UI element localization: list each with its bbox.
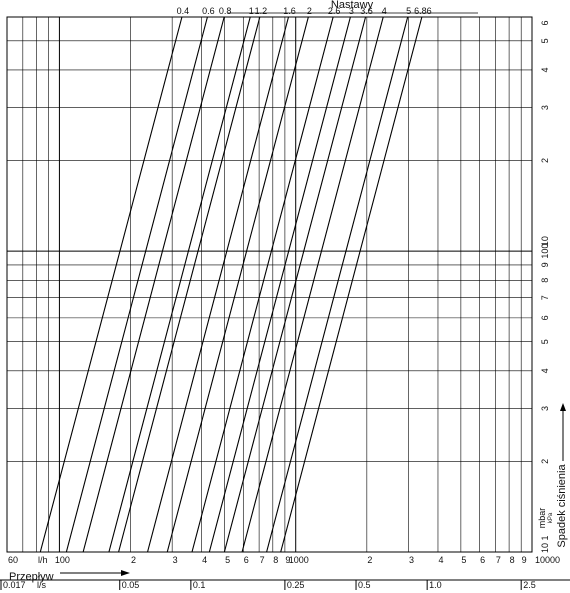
x-tick-label: 8 [510, 555, 515, 565]
series-line [280, 16, 423, 553]
series-label: 1.6 [283, 6, 296, 16]
series-label: 3.6 [360, 6, 373, 16]
series-line [266, 16, 409, 553]
y-tick-label: 10 [540, 543, 550, 553]
y-tick-label: 7 [540, 295, 550, 300]
x-tick-label: 3 [409, 555, 414, 565]
series-line [118, 16, 261, 553]
y-tick-label: 6 [540, 20, 550, 25]
y-tick-label: 3 [540, 105, 550, 110]
x-secondary-tick-label: 0.5 [358, 580, 371, 590]
y-tick-label-secondary: 1 [540, 535, 550, 540]
series-label: 0.8 [219, 6, 232, 16]
series-label: 1 [249, 6, 254, 16]
y-tick-label: 5 [540, 339, 550, 344]
x-tick-label: 60 [8, 555, 18, 565]
x-tick-label: 100 [55, 555, 70, 565]
y-tick-label: 4 [540, 368, 550, 373]
y-tick-label: 2 [540, 158, 550, 163]
series-line [191, 16, 334, 553]
x-secondary-tick-label: 0.05 [122, 580, 140, 590]
series-line [39, 16, 183, 553]
x-tick-label: 9 [522, 555, 527, 565]
series-label: 1.2 [255, 6, 268, 16]
x-secondary-tick-label: 0.017 [3, 580, 26, 590]
y-tick-label: 5 [540, 38, 550, 43]
x-tick-label: 5 [225, 555, 230, 565]
y-axis-arrow [560, 403, 566, 461]
y-axis-secondary-unit: kPa [548, 512, 554, 523]
series-line [208, 16, 351, 553]
x-axis-arrow [60, 570, 130, 576]
x-tick-label: 10000 [535, 555, 560, 565]
series-line [166, 16, 309, 553]
y-tick-label: 2 [540, 459, 550, 464]
y-tick-label: 4 [540, 67, 550, 72]
x-tick-label: 1000 [289, 555, 309, 565]
series-label: 0.4 [177, 6, 190, 16]
series-line [108, 16, 251, 553]
series-label: 2.6 [328, 6, 341, 16]
x-tick-label: 2 [367, 555, 372, 565]
x-tick-label: 5 [461, 555, 466, 565]
series-label: 0.6 [202, 6, 215, 16]
grid [0, 12, 570, 590]
y-axis-unit: mbar [537, 508, 547, 529]
series-line [65, 16, 208, 553]
x-tick-label: 2 [131, 555, 136, 565]
series-label: 5 [406, 6, 411, 16]
series-label: 2 [307, 6, 312, 16]
x-secondary-tick-label: 0.25 [287, 580, 305, 590]
x-tick-label: 4 [438, 555, 443, 565]
y-tick-label: 3 [540, 406, 550, 411]
x-tick-label: 6 [244, 555, 249, 565]
y-tick-label: 8 [540, 278, 550, 283]
series-line [241, 16, 384, 553]
y-tick-label: 6 [540, 315, 550, 320]
x-tick-label: 4 [202, 555, 207, 565]
x-secondary-tick-label: 0.1 [193, 580, 206, 590]
x-axis-unit: l/h [38, 555, 48, 565]
y-tick-label: 9 [540, 262, 550, 267]
y-axis-title: Spadek ciśnienia [556, 464, 568, 548]
x-tick-label: 9 [285, 555, 290, 565]
chart-title: Nastawy [331, 0, 374, 11]
x-secondary-tick-label: 1.0 [429, 580, 442, 590]
curve-group [39, 16, 423, 553]
x-secondary-tick-label: 2.5 [523, 580, 536, 590]
x-tick-label: 7 [496, 555, 501, 565]
x-tick-label: 7 [260, 555, 265, 565]
x-tick-label: 6 [480, 555, 485, 565]
y-tick-label: 100 [540, 244, 550, 259]
plot-frame [6, 16, 533, 553]
y-tick-label-secondary: 10 [540, 236, 550, 246]
series-label: 6.86 [414, 6, 432, 16]
x-tick-label: 8 [273, 555, 278, 565]
series-label: 4 [382, 6, 387, 16]
series-line [147, 16, 290, 553]
series-label: 3 [349, 6, 354, 16]
x-axis-title: Przepływ [9, 571, 54, 583]
series-line [223, 16, 367, 553]
series-line [82, 16, 225, 553]
x-tick-label: 3 [173, 555, 178, 565]
x-axis-secondary-unit: l/s [37, 580, 47, 590]
